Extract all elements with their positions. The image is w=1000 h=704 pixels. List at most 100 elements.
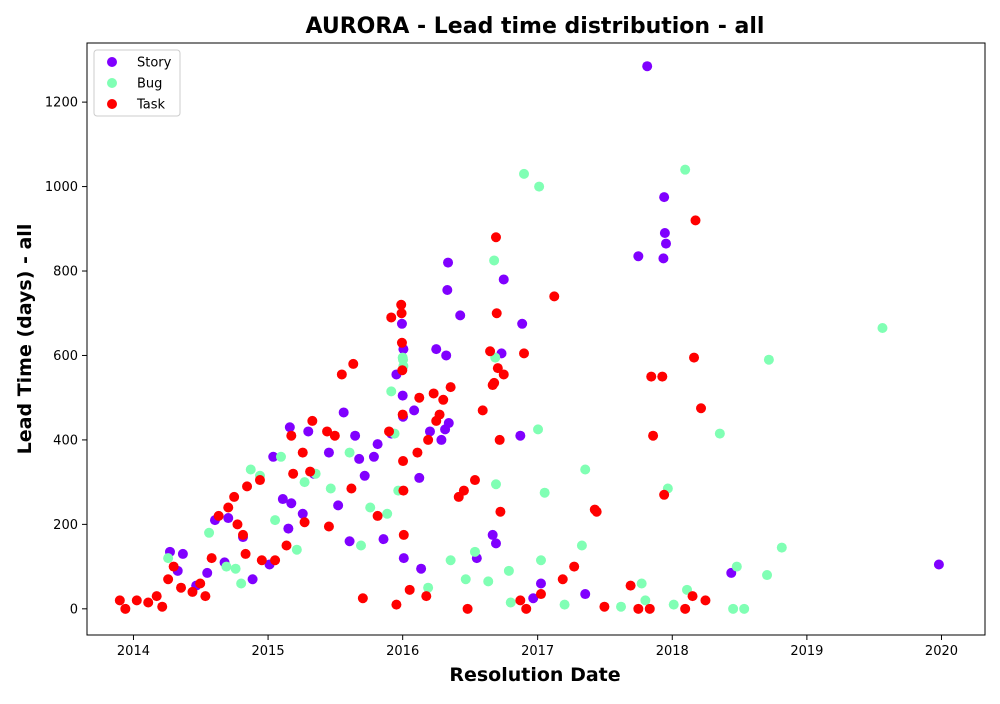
data-point-task bbox=[307, 415, 318, 426]
data-point-story bbox=[933, 559, 944, 570]
data-point-story bbox=[517, 318, 528, 329]
data-point-task bbox=[357, 593, 368, 604]
data-point-task bbox=[120, 603, 131, 614]
data-point-task bbox=[299, 517, 310, 528]
data-point-task bbox=[384, 426, 395, 437]
data-point-task bbox=[151, 591, 162, 602]
data-point-bug bbox=[483, 576, 494, 587]
data-point-task bbox=[648, 430, 659, 441]
data-point-task bbox=[256, 555, 267, 566]
data-point-bug bbox=[731, 561, 742, 572]
data-point-task bbox=[549, 291, 560, 302]
data-point-story bbox=[338, 407, 349, 418]
data-point-bug bbox=[503, 565, 514, 576]
data-point-bug bbox=[668, 599, 679, 610]
data-point-bug bbox=[490, 479, 501, 490]
data-point-task bbox=[495, 506, 506, 517]
data-point-story bbox=[661, 238, 671, 249]
data-point-bug bbox=[714, 428, 725, 439]
data-point-task bbox=[458, 485, 469, 496]
data-point-task bbox=[163, 574, 174, 585]
data-point-story bbox=[659, 192, 670, 203]
data-point-bug bbox=[519, 168, 530, 179]
legend-box bbox=[93, 49, 181, 117]
data-point-story bbox=[633, 251, 644, 262]
data-point-task bbox=[515, 595, 526, 606]
x-axis-label: Resolution Date bbox=[449, 664, 620, 686]
data-point-story bbox=[323, 447, 334, 458]
data-point-bug bbox=[489, 255, 500, 266]
data-point-bug bbox=[356, 540, 367, 551]
data-point-task bbox=[490, 232, 501, 243]
data-point-task bbox=[687, 591, 698, 602]
data-point-task bbox=[700, 595, 711, 606]
data-point-task bbox=[206, 553, 217, 564]
data-point-task bbox=[322, 426, 333, 437]
data-point-story bbox=[277, 494, 288, 505]
data-point-bug bbox=[386, 386, 397, 397]
y-tick-label: 600 bbox=[53, 349, 78, 364]
data-point-story bbox=[202, 567, 213, 578]
data-point-bug bbox=[382, 508, 393, 519]
legend-marker-story bbox=[107, 57, 117, 67]
data-point-task bbox=[591, 506, 602, 517]
data-point-story bbox=[177, 548, 188, 559]
data-point-bug bbox=[739, 603, 750, 614]
data-point-story bbox=[398, 553, 409, 564]
data-point-task bbox=[535, 589, 546, 600]
data-point-story bbox=[268, 451, 279, 462]
x-tick-label: 2020 bbox=[925, 644, 958, 659]
data-point-task bbox=[434, 409, 445, 420]
data-point-task bbox=[519, 348, 530, 359]
data-point-task bbox=[176, 582, 187, 593]
data-point-task bbox=[200, 591, 211, 602]
x-tick-label: 2015 bbox=[252, 644, 285, 659]
data-point-task bbox=[398, 456, 409, 467]
data-point-task bbox=[462, 603, 473, 614]
data-point-task bbox=[412, 447, 423, 458]
y-axis: 0 200 400 600 800 1000 1200 bbox=[45, 96, 87, 617]
data-point-task bbox=[404, 584, 415, 595]
data-point-task bbox=[288, 468, 299, 479]
data-point-task bbox=[494, 434, 505, 445]
data-point-story bbox=[455, 310, 466, 321]
data-point-task bbox=[270, 555, 281, 566]
data-point-task bbox=[168, 561, 179, 572]
y-tick-label: 0 bbox=[70, 602, 78, 617]
data-point-task bbox=[397, 409, 408, 420]
y-tick-label: 400 bbox=[53, 433, 78, 448]
data-point-task bbox=[492, 363, 503, 374]
data-point-task bbox=[346, 483, 357, 494]
y-tick-label: 200 bbox=[53, 518, 78, 533]
data-point-bug bbox=[204, 527, 215, 538]
data-point-task bbox=[242, 481, 253, 492]
data-point-task bbox=[305, 466, 316, 477]
data-point-story bbox=[397, 390, 408, 401]
x-tick-label: 2014 bbox=[117, 644, 150, 659]
x-tick-label: 2017 bbox=[521, 644, 554, 659]
data-point-task bbox=[229, 491, 240, 502]
data-point-task bbox=[421, 591, 432, 602]
data-point-story bbox=[223, 513, 234, 524]
data-point-bug bbox=[636, 578, 647, 589]
data-point-bug bbox=[877, 323, 888, 334]
data-point-story bbox=[431, 344, 442, 355]
data-point-story bbox=[535, 578, 546, 589]
data-point-story bbox=[443, 257, 454, 268]
data-point-task bbox=[386, 312, 397, 323]
data-point-story bbox=[442, 285, 453, 296]
chart-title: AURORA - Lead time distribution - all bbox=[306, 14, 765, 39]
data-point-story bbox=[354, 453, 365, 464]
data-point-task bbox=[690, 215, 701, 226]
data-point-bug bbox=[728, 603, 739, 614]
data-point-bug bbox=[460, 574, 471, 585]
data-point-story bbox=[443, 418, 454, 429]
data-point-task bbox=[223, 502, 234, 513]
data-point-story bbox=[344, 536, 355, 547]
data-point-story bbox=[490, 538, 501, 549]
data-point-bug bbox=[539, 487, 550, 498]
data-point-task bbox=[680, 603, 691, 614]
y-tick-label: 1000 bbox=[45, 180, 78, 195]
data-point-task bbox=[398, 529, 409, 540]
data-point-task bbox=[254, 475, 265, 486]
